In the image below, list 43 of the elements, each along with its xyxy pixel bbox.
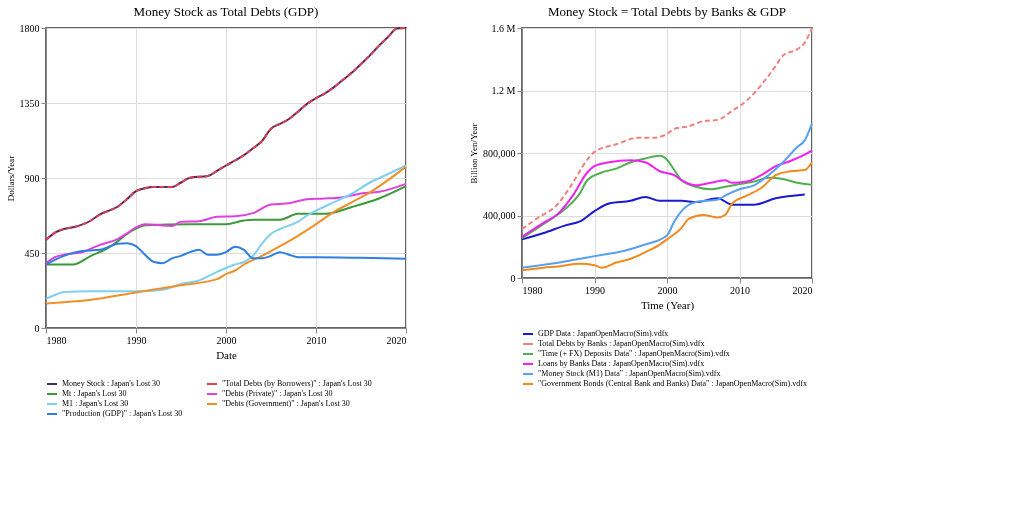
legend-label: "Production (GDP)" : Japan's Lost 30	[62, 409, 183, 418]
legend-label: Money Stock : Japan's Lost 30	[62, 379, 161, 388]
y-tick-label: 800,000	[483, 147, 516, 159]
legend-label: "Money Stock (M1) Data" : JapanOpenMacro(Sim).vdfx	[538, 369, 721, 378]
line-series	[521, 122, 813, 269]
chart-title: Money Stock = Total Debts by Banks & GDP	[547, 4, 787, 19]
legend-label: "Debts (Private)" : Japan's Lost 30	[222, 389, 333, 398]
legend-label: "Debts (Government)" : Japan's Lost 30	[222, 399, 350, 408]
x-tick-label: 2000	[657, 284, 678, 296]
legend-label: Loans by Banks Data : JapanOpenMacro(Sim).vdfx	[538, 359, 705, 368]
x-tick-label: 1980	[46, 334, 67, 346]
x-tick-label: 1990	[585, 284, 605, 296]
y-tick-label: 1.2 M	[491, 85, 516, 96]
x-tick-label: 2000	[216, 334, 237, 346]
y-tick-label: 1350	[19, 97, 40, 109]
line-series	[45, 242, 407, 266]
x-axis-title: Time (Year)	[640, 298, 695, 312]
y-tick-label: 450	[24, 247, 40, 259]
y-axis-title: Billion Yen/Year	[469, 123, 479, 184]
x-tick-label: 2010	[306, 334, 327, 346]
legend-label: "Total Debts (by Borrowers)" : Japan's Lost 30	[222, 379, 372, 388]
legend-label: Mt : Japan's Lost 30	[62, 389, 127, 398]
x-tick-label: 1990	[126, 334, 147, 346]
x-tick-label: 1980	[522, 284, 543, 296]
x-tick-label: 2020	[792, 284, 813, 296]
line-series	[521, 161, 813, 272]
x-tick-label: 2010	[730, 284, 750, 296]
y-tick-label: 900	[24, 172, 40, 184]
line-series	[521, 193, 806, 241]
legend-label: M1 : Japan's Lost 30	[62, 399, 129, 408]
y-tick-label: 400,000	[483, 210, 516, 221]
legend-label: Total Debts by Banks : JapanOpenMacro(Sim).vdfx	[538, 339, 705, 348]
y-tick-label: 0	[34, 322, 40, 334]
y-axis-title: Dollars/Year	[5, 155, 16, 202]
legend-label: "Government Bonds (Central Bank and Banks) Data" : JapanOpenMacro(Sim).vdfx	[538, 379, 807, 388]
y-tick-label: 0	[510, 272, 516, 284]
y-tick-label: 1800	[19, 22, 40, 34]
y-tick-label: 1.6 M	[491, 22, 516, 34]
legend-label: GDP Data : JapanOpenMacro(Sim).vdfx	[538, 329, 669, 338]
x-axis-title: Date	[216, 348, 237, 361]
x-tick-label: 2020	[386, 334, 407, 346]
chart-title: Money Stock as Total Debts (GDP)	[133, 4, 319, 19]
legend-label: "Time (+ FX) Deposits Data" : JapanOpenMacro(Sim).vdfx	[538, 349, 730, 358]
